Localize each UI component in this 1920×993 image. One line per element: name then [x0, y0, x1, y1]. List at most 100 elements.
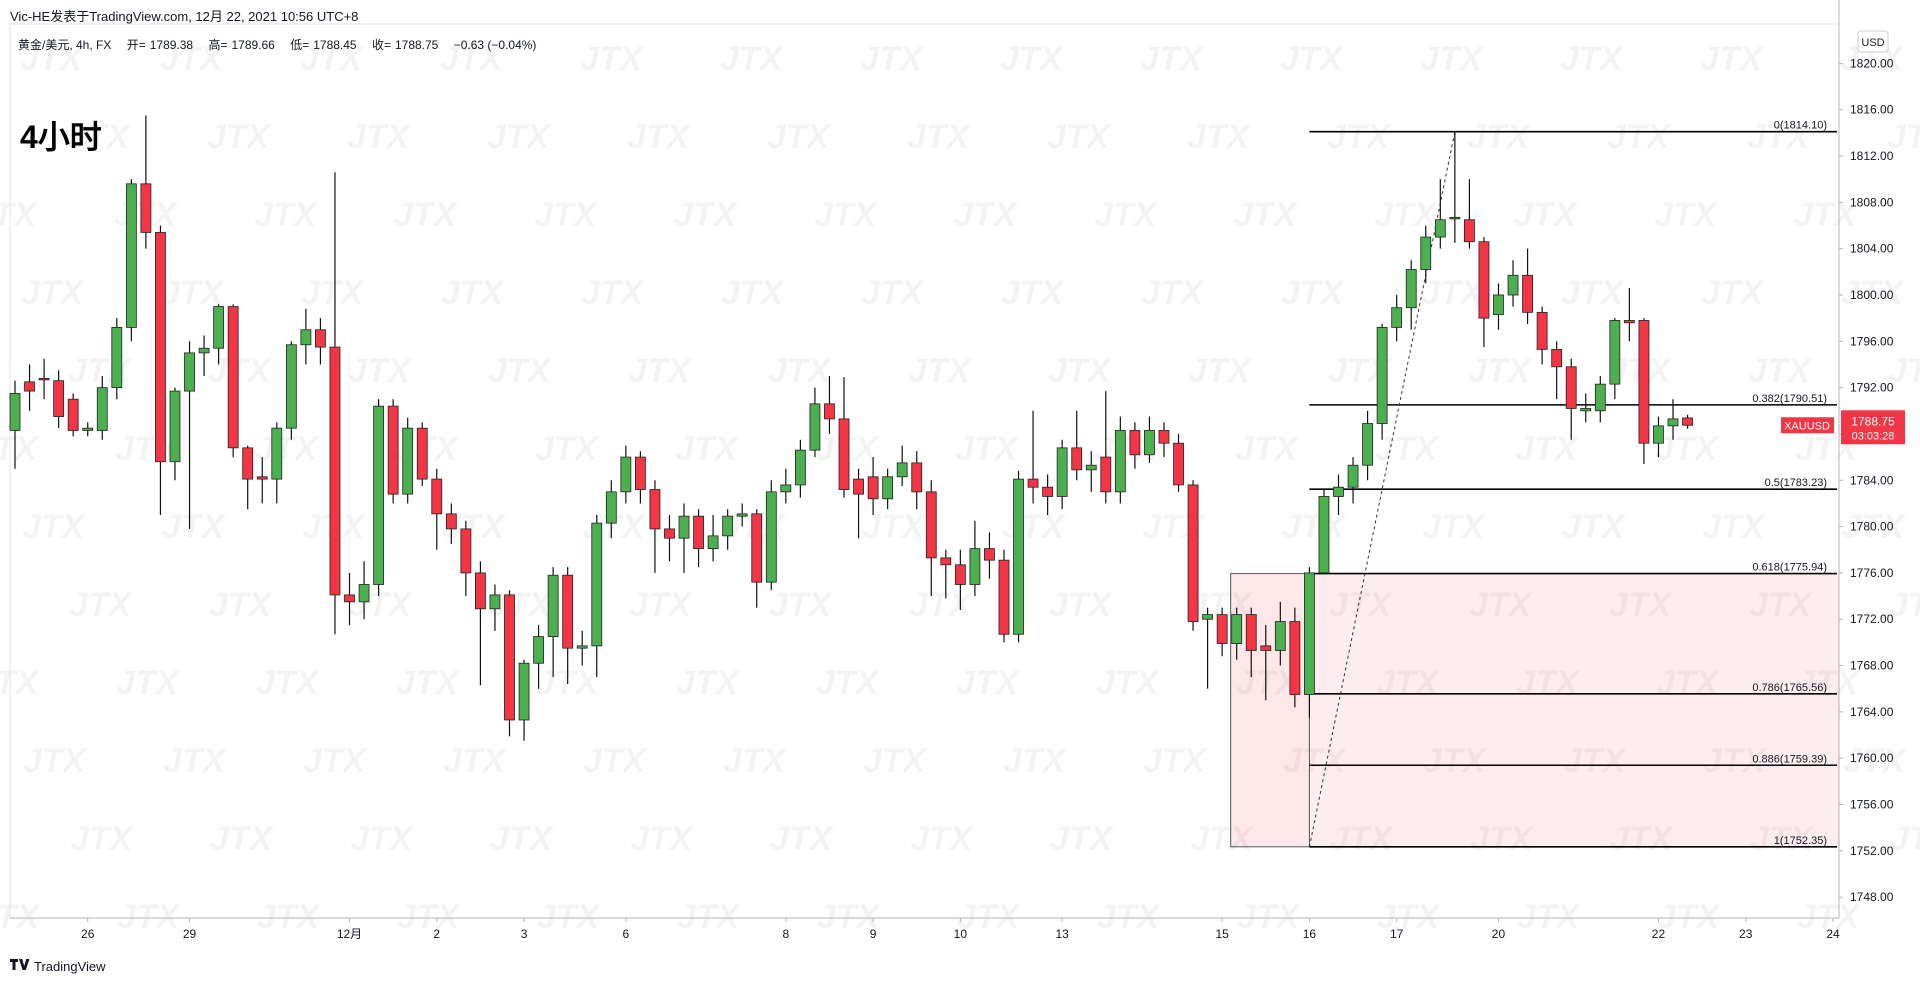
candle-body	[576, 645, 588, 649]
watermark: JTX	[1888, 352, 1920, 390]
watermark: JTX	[160, 40, 225, 78]
watermark: JTX	[21, 274, 86, 312]
y-tick-label: 1780.00	[1850, 520, 1894, 534]
candle-body	[1493, 294, 1504, 316]
y-tick-label: 1792.00	[1850, 381, 1894, 395]
x-tick-label: 3	[521, 927, 528, 941]
watermark: JTX	[256, 664, 321, 702]
candle-body	[285, 344, 297, 429]
candle-body	[1013, 478, 1024, 635]
candle-body	[1245, 614, 1257, 651]
watermark: JTX	[441, 274, 506, 312]
y-tick-label: 1808.00	[1850, 195, 1894, 209]
watermark: JTX	[1796, 664, 1861, 702]
candle-body	[954, 564, 966, 585]
candle-body	[431, 478, 443, 515]
candle-body	[1449, 216, 1461, 220]
watermark: JTX	[1842, 508, 1907, 546]
watermark: JTX	[1375, 430, 1440, 468]
watermark: JTX	[1421, 274, 1486, 312]
watermark: JTX	[443, 742, 508, 780]
y-tick-label: 1748.00	[1850, 890, 1894, 904]
x-tick-label: 24	[1826, 927, 1840, 941]
watermark: JTX	[909, 586, 974, 624]
watermark: JTX	[1656, 664, 1721, 702]
watermark: JTX	[396, 664, 461, 702]
watermark: JTX	[954, 196, 1019, 234]
x-tick-label: 6	[623, 927, 630, 941]
watermark: JTX	[1470, 820, 1535, 858]
x-tick-label: 20	[1492, 927, 1506, 941]
candle-body	[794, 449, 806, 486]
watermark: JTX	[580, 40, 645, 78]
candle-body	[940, 557, 952, 566]
watermark: JTX	[117, 898, 182, 936]
watermark: JTX	[1050, 820, 1115, 858]
watermark: JTX	[1654, 196, 1719, 234]
candle-body	[751, 513, 763, 583]
fib-level-label: 0.886(1759.39)	[1752, 753, 1827, 765]
watermark: JTX	[676, 664, 741, 702]
x-tick-label: 12月	[337, 927, 362, 941]
x-tick-label: 10	[954, 927, 968, 941]
candle-body	[67, 398, 79, 431]
watermark: JTX	[0, 196, 39, 234]
watermark: JTX	[487, 118, 552, 156]
candle-body	[315, 329, 326, 348]
watermark: JTX	[1420, 40, 1485, 78]
watermark: JTX	[537, 898, 602, 936]
candle-body	[1042, 486, 1054, 497]
x-tick-label: 17	[1390, 927, 1404, 941]
candle-body	[1522, 274, 1533, 313]
watermark: JTX	[1002, 508, 1067, 546]
candle-body	[634, 456, 646, 490]
watermark: JTX	[0, 664, 41, 702]
candle-body	[925, 491, 937, 559]
watermark: JTX	[1562, 508, 1627, 546]
watermark: JTX	[629, 586, 694, 624]
watermark: JTX	[1235, 430, 1300, 468]
candle-body	[1434, 219, 1446, 238]
fib-level-label: 1(1752.35)	[1774, 835, 1827, 847]
candle-body	[1071, 447, 1083, 471]
x-tick-label: 16	[1303, 927, 1317, 941]
watermark: JTX	[347, 118, 412, 156]
x-tick-label: 8	[782, 927, 789, 941]
candle-body	[1391, 307, 1403, 328]
watermark: JTX	[394, 196, 459, 234]
watermark: JTX	[1560, 40, 1625, 78]
y-tick-label: 1756.00	[1850, 798, 1894, 812]
watermark: JTX	[68, 352, 133, 390]
x-tick-label: 2	[433, 927, 440, 941]
ohlc-value: 1788.45	[313, 38, 357, 52]
candle-body	[1202, 614, 1214, 620]
watermark: JTX	[1047, 118, 1112, 156]
candle-body	[53, 380, 65, 417]
candle-body	[1609, 320, 1621, 385]
ohlc-value: 1789.66	[231, 38, 275, 52]
watermark: JTX	[723, 742, 788, 780]
watermark: JTX	[1843, 742, 1908, 780]
candle-body	[1347, 464, 1359, 488]
watermark: JTX	[0, 898, 42, 936]
price-tag-countdown: 03:03:28	[1852, 430, 1895, 442]
candle-body	[1114, 430, 1126, 493]
watermark: JTX	[1890, 820, 1920, 858]
candle-body	[853, 478, 864, 495]
candle-body	[736, 513, 748, 517]
candle-body	[1623, 320, 1635, 324]
candle-body	[1682, 417, 1693, 426]
candle-body	[1580, 408, 1592, 412]
watermark: JTX	[677, 898, 742, 936]
candle-body	[460, 528, 472, 574]
candle-body	[82, 427, 94, 431]
watermark: JTX	[1515, 430, 1580, 468]
watermark: JTX	[1701, 274, 1766, 312]
watermark: JTX	[210, 820, 275, 858]
fib-level-label: 0(1814.10)	[1774, 120, 1827, 132]
watermark: JTX	[536, 664, 601, 702]
watermark: JTX	[1750, 820, 1815, 858]
